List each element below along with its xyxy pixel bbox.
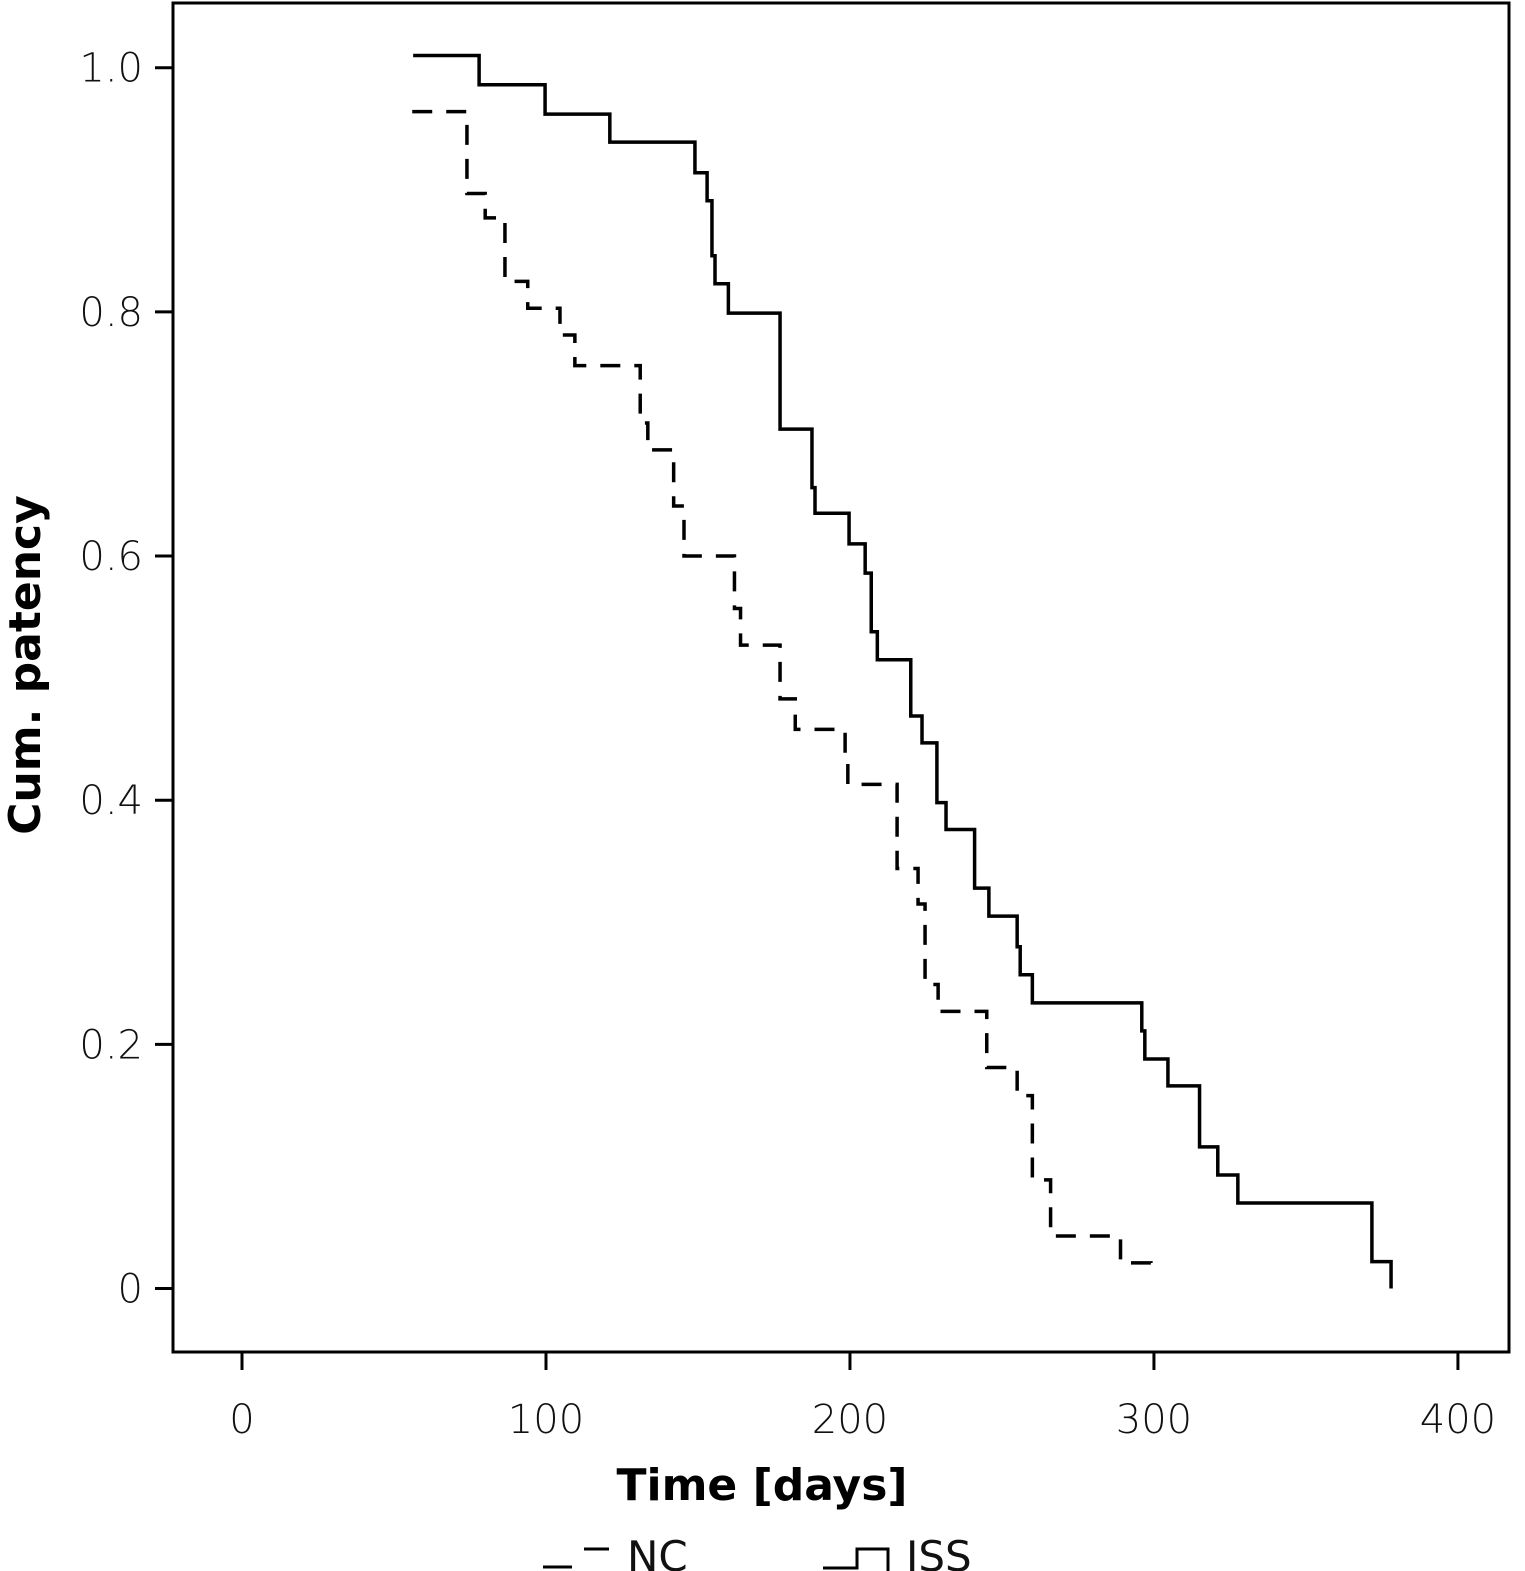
y-tick-label: 0.6 xyxy=(79,534,143,580)
legend-item-nc: NC xyxy=(543,1532,688,1571)
y-tick-label: 0.2 xyxy=(79,1022,143,1068)
series-line-nc xyxy=(412,109,1153,1271)
legend-nc-label: NC xyxy=(627,1532,688,1571)
legend-item-iss: ISS xyxy=(823,1532,972,1571)
y-axis: 0 0.2 0.4 0.6 0.8 1.0 xyxy=(79,46,173,1313)
x-axis-title: Time [days] xyxy=(616,1460,907,1511)
y-tick-label: 0.8 xyxy=(79,290,143,336)
x-axis: 0 100 200 300 400 xyxy=(229,1352,1496,1443)
x-tick-label: 200 xyxy=(812,1397,888,1443)
legend: NC ISS xyxy=(543,1532,972,1571)
y-tick-label: 0 xyxy=(118,1267,143,1313)
y-tick-label: 1.0 xyxy=(79,46,143,92)
plot-frame xyxy=(171,1,1511,1354)
x-tick-label: 400 xyxy=(1420,1397,1496,1443)
series-line-iss xyxy=(413,53,1393,1289)
x-tick-label: 100 xyxy=(508,1397,584,1443)
series-group xyxy=(412,53,1393,1289)
legend-iss-label: ISS xyxy=(906,1532,972,1571)
y-axis-title: Cum. patency xyxy=(0,495,51,835)
y-tick-label: 0.4 xyxy=(79,778,143,824)
x-tick-label: 300 xyxy=(1116,1397,1192,1443)
x-tick-label: 0 xyxy=(229,1397,254,1443)
legend-iss-swatch xyxy=(823,1547,890,1571)
